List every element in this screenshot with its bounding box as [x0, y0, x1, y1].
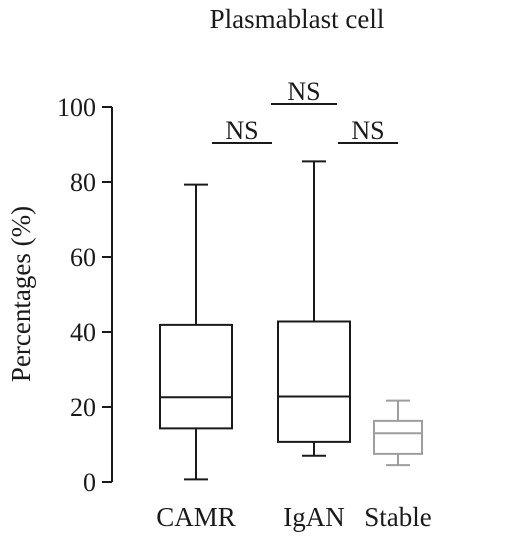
x-tick-label: CAMR	[156, 502, 236, 532]
y-tick-label: 40	[70, 318, 96, 347]
significance-label: NS	[225, 116, 258, 145]
y-tick-label: 60	[70, 243, 96, 272]
plot-area: 0 20 40 60 80 100 CAMR IgAN Stable NS NS NS	[57, 77, 432, 532]
x-tick-label: Stable	[364, 502, 432, 532]
x-tick-label: IgAN	[283, 502, 345, 532]
box-camr	[159, 323, 233, 430]
significance-label: NS	[287, 77, 320, 106]
y-tick-label: 80	[70, 168, 96, 197]
y-tick-label: 100	[57, 93, 96, 122]
chart-title: Plasmablast cell	[210, 4, 385, 34]
significance-label: NS	[351, 116, 384, 145]
y-tick-label: 20	[70, 393, 96, 422]
y-axis-label: Percentages (%)	[6, 206, 36, 382]
box-stable	[373, 419, 423, 455]
box-igan	[277, 320, 351, 443]
y-tick-label: 0	[83, 468, 96, 497]
